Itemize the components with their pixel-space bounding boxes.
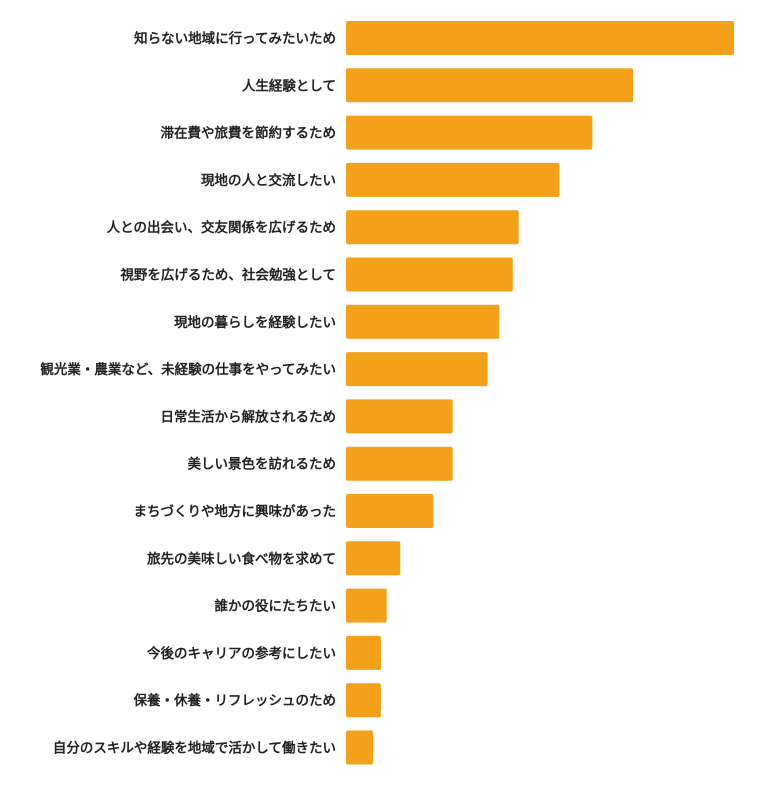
category-label: 旅先の美味しい食べ物を求めて [147,550,336,567]
category-label: 観光業・農業など、未経験の仕事をやってみたい [40,361,336,378]
bar [346,257,513,292]
bar [346,21,734,55]
bar [346,210,519,245]
category-label: 人生経験として [242,77,336,94]
bar [346,541,401,576]
category-label: 人との出会い、交友関係を広げるため [107,219,336,236]
category-label: 知らない地域に行ってみたいため [134,30,336,47]
category-label: 現地の人と交流したい [201,172,336,189]
category-label: 保養・休養・リフレッシュのため [133,692,337,709]
bar [346,730,374,765]
bar [346,635,381,670]
bar [346,588,387,623]
category-label: 滞在費や旅費を節約するため [161,125,337,142]
bar [346,683,381,718]
bar [346,304,500,339]
category-label: まちづくりや地方に興味があった [134,503,337,520]
bar [346,494,434,528]
category-label: 今後のキャリアの参考にしたい [147,645,336,662]
bar [346,446,453,481]
category-label: 視野を広げるため、社会勉強として [119,267,336,284]
category-label: 日常生活から解放されるため [161,408,337,425]
category-label: 美しい景色を訪れるため [188,456,337,473]
category-label: 自分のスキルや経験を地域で活かして働きたい [53,740,336,757]
category-label: 現地の暮らしを経験したい [174,314,336,331]
bar [346,399,453,434]
bar [346,162,560,197]
bar [346,352,488,387]
category-label: 誰かの役にたちたい [215,598,337,615]
bar [346,68,634,103]
bar [346,115,593,150]
